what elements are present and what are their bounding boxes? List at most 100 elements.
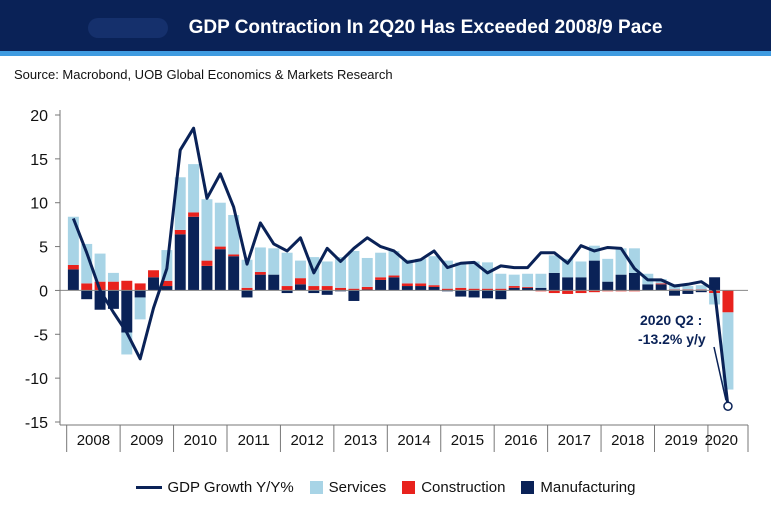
chart-title: GDP Contraction In 2Q20 Has Exceeded 200… (188, 17, 663, 38)
annotation-pointer (713, 346, 727, 401)
bar-construction-2011Q2 (241, 287, 253, 291)
bar-construction-2009Q3 (148, 270, 159, 278)
bar-construction-2009Q1 (121, 280, 133, 291)
x-tick-label-2020: 2020 (705, 432, 738, 449)
bar-construction-2010Q4 (214, 246, 226, 250)
bar-construction-2017Q2 (562, 290, 574, 294)
bar-services-2018Q2 (615, 248, 627, 275)
legend-label-services: Services (328, 478, 387, 496)
x-tick-label-2013: 2013 (344, 432, 377, 449)
bar-services-2012Q4 (321, 261, 333, 287)
bar-manufacturing-2019Q2 (669, 290, 680, 296)
legend-item-services: Services (309, 478, 387, 496)
bar-manufacturing-2015Q2 (455, 290, 467, 297)
bar-manufacturing-2010Q1 (174, 234, 186, 291)
bar-services-2008Q3 (94, 253, 106, 282)
bar-construction-2015Q2 (455, 287, 467, 291)
bar-manufacturing-2011Q3 (254, 274, 266, 291)
bar-services-2011Q1 (228, 214, 240, 255)
bar-manufacturing-2016Q2 (508, 287, 520, 291)
bar-services-2008Q2 (81, 243, 93, 284)
legend-swatch-manufacturing (521, 480, 535, 494)
bar-manufacturing-2015Q3 (468, 290, 480, 298)
bar-manufacturing-2014Q3 (415, 286, 427, 291)
bar-construction-2013Q3 (361, 286, 373, 290)
bar-services-2020Q2 (722, 312, 734, 390)
bar-services-2014Q4 (428, 256, 440, 286)
bar-services-2016Q4 (535, 273, 547, 288)
bar-services-2011Q3 (254, 247, 266, 273)
bar-construction-2014Q2 (401, 283, 413, 287)
bar-construction-2011Q3 (254, 272, 266, 275)
x-tick-label-2008: 2008 (77, 432, 110, 449)
bar-services-2010Q4 (214, 202, 226, 247)
bar-services-2010Q1 (174, 177, 186, 230)
bar-construction-2014Q4 (428, 285, 440, 287)
axes-layer: -15 -10 -5 0 5 10 15 20 2008 2009 2010 2011 2012 2013… (25, 108, 749, 452)
bar-construction-2019Q1 (655, 283, 667, 285)
x-tick-label-2012: 2012 (290, 432, 323, 449)
bar-manufacturing-2010Q2 (188, 216, 200, 291)
bar-services-2013Q1 (335, 257, 347, 288)
y-tick-label--5: -5 (34, 327, 48, 344)
bar-construction-2017Q1 (548, 290, 560, 294)
bar-construction-2009Q4 (161, 280, 173, 287)
bar-manufacturing-2014Q4 (428, 286, 440, 291)
bar-services-2009Q1 (121, 332, 133, 355)
bar-manufacturing-2018Q3 (628, 272, 640, 291)
bar-services-2009Q2 (134, 297, 146, 320)
bar-construction-2015Q4 (482, 288, 493, 291)
x-tick-label-2017: 2017 (558, 432, 591, 449)
legend-item-construction: Construction (402, 479, 505, 496)
bar-construction-2011Q1 (228, 254, 240, 257)
bar-construction-2015Q1 (441, 288, 453, 291)
legend-label-gdp: GDP Growth Y/Y% (167, 478, 294, 496)
bar-services-2018Q3 (628, 248, 640, 273)
bar-construction-2010Q2 (188, 212, 200, 217)
bar-construction-2016Q2 (508, 286, 520, 288)
bar-services-2014Q3 (415, 258, 427, 284)
bar-construction-2008Q4 (107, 281, 119, 291)
x-tick-label-2016: 2016 (504, 432, 537, 449)
bar-services-2015Q1 (441, 260, 453, 289)
legend-swatch-construction (402, 480, 416, 494)
bar-manufacturing-2019Q3 (682, 290, 694, 294)
bar-services-2010Q3 (201, 199, 213, 261)
bar-manufacturing-2011Q4 (268, 274, 280, 291)
bar-services-2013Q2 (348, 250, 360, 289)
legend-item-manufacturing: Manufacturing (521, 479, 635, 496)
bar-services-2015Q3 (468, 261, 480, 289)
bar-manufacturing-2016Q3 (522, 287, 534, 291)
y-tick-label-10: 10 (30, 196, 48, 213)
bar-construction-2017Q4 (588, 290, 600, 293)
bar-manufacturing-2014Q2 (401, 286, 413, 291)
bar-manufacturing-2009Q3 (148, 277, 159, 291)
y-tick-label-0: 0 (39, 283, 48, 300)
bar-services-2013Q4 (375, 252, 387, 278)
gdp-line (71, 126, 730, 407)
bar-manufacturing-2012Q4 (321, 290, 333, 295)
bar-construction-2020Q2 (722, 290, 734, 313)
bar-manufacturing-2016Q4 (535, 287, 547, 291)
bar-construction-2012Q2 (294, 278, 306, 285)
bar-manufacturing-2014Q1 (388, 277, 400, 291)
bar-manufacturing-2008Q4 (107, 290, 119, 309)
bar-manufacturing-2018Q1 (602, 281, 614, 291)
bar-construction-2010Q1 (174, 229, 186, 235)
bar-construction-2014Q1 (388, 275, 400, 278)
bar-manufacturing-2018Q2 (615, 274, 627, 291)
bar-manufacturing-2009Q1 (121, 290, 133, 333)
bar-services-2017Q2 (562, 258, 574, 278)
y-tick-label-15: 15 (30, 152, 48, 169)
legend-swatch-gdp (135, 485, 162, 489)
bar-services-2013Q3 (361, 257, 373, 287)
bar-manufacturing-2017Q3 (575, 277, 587, 291)
bar-construction-2013Q2 (348, 288, 360, 291)
bar-manufacturing-2013Q4 (375, 279, 387, 291)
bar-manufacturing-2009Q2 (134, 290, 146, 298)
bar-services-2011Q2 (241, 259, 253, 288)
bar-manufacturing-2013Q2 (348, 290, 360, 301)
bar-manufacturing-2019Q1 (655, 284, 667, 291)
bar-manufacturing-2020Q1 (709, 277, 721, 291)
bar-services-2016Q3 (522, 273, 534, 287)
